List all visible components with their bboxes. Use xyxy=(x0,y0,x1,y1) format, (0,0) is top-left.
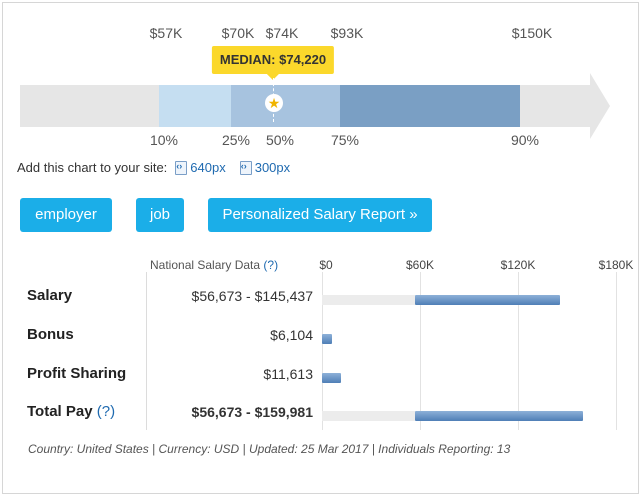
top-label-10: $57K xyxy=(149,25,183,41)
row-label: Bonus xyxy=(27,326,74,343)
row-label: Total Pay (?) xyxy=(27,403,115,420)
axis-tick-label: $120K xyxy=(500,258,536,272)
row-value: $56,673 - $159,981 xyxy=(191,404,313,420)
pct-label-50: 50% xyxy=(265,132,295,148)
top-label-90: $150K xyxy=(511,25,553,41)
top-label-75: $93K xyxy=(330,25,364,41)
pct-label-90: 90% xyxy=(510,132,540,148)
table-header: National Salary Data (?) xyxy=(150,258,278,272)
add-chart-prompt: Add this chart to your site: xyxy=(17,160,168,175)
salary-report-button[interactable]: Personalized Salary Report » xyxy=(208,198,432,232)
band-10-25 xyxy=(159,85,231,127)
star-icon: ★ xyxy=(265,94,283,112)
median-badge: MEDIAN: $74,220 xyxy=(211,46,335,80)
top-label-25: $70K xyxy=(221,25,255,41)
axis-tick-label: $60K xyxy=(405,258,435,272)
salary-range-bar xyxy=(322,334,332,344)
axis-tick-label: $0 xyxy=(319,258,333,272)
job-button[interactable]: job xyxy=(136,198,184,232)
embed-code-icon xyxy=(239,160,252,175)
footer-info: Country: United States | Currency: USD |… xyxy=(28,442,511,456)
table-header-label: National Salary Data xyxy=(150,258,261,272)
pct-label-75: 75% xyxy=(330,132,360,148)
embed-640-label: 640px xyxy=(190,160,226,175)
row-label-text: Profit Sharing xyxy=(27,365,127,382)
axis-gridline xyxy=(616,272,617,430)
add-chart-row: Add this chart to your site: 640px 300px xyxy=(17,160,290,175)
row-value: $11,613 xyxy=(263,366,313,382)
band-75-90 xyxy=(340,85,520,127)
axis-tick-label: $180K xyxy=(598,258,634,272)
embed-300-link[interactable]: 300px xyxy=(239,160,291,175)
embed-code-icon xyxy=(175,160,188,175)
salary-range-bar xyxy=(322,373,341,383)
row-label: Salary xyxy=(27,287,72,304)
band-25-75 xyxy=(231,85,340,127)
row-label: Profit Sharing xyxy=(27,365,126,382)
percentile-chart xyxy=(20,73,610,139)
axis-gridline xyxy=(518,272,519,430)
row-label-text: Total Pay xyxy=(27,403,93,420)
row-help-link[interactable]: (?) xyxy=(92,403,116,420)
embed-300-label: 300px xyxy=(254,160,291,175)
bar-track xyxy=(322,411,415,421)
embed-640-link[interactable]: 640px xyxy=(175,160,226,175)
row-label-text: Salary xyxy=(27,287,73,304)
salary-range-bar xyxy=(414,295,560,305)
salary-range-bar xyxy=(414,411,584,421)
employer-button[interactable]: employer xyxy=(20,198,112,232)
pct-label-10: 10% xyxy=(149,132,179,148)
row-value: $6,104 xyxy=(270,327,313,343)
table-divider xyxy=(146,272,147,430)
pct-label-25: 25% xyxy=(221,132,251,148)
row-label-text: Bonus xyxy=(27,326,74,343)
axis-gridline xyxy=(420,272,421,430)
axis-gridline xyxy=(322,272,323,430)
row-value: $56,673 - $145,437 xyxy=(191,288,313,304)
table-header-help[interactable]: (?) xyxy=(263,258,279,272)
top-label-50: $74K xyxy=(265,25,299,41)
bar-track xyxy=(322,295,415,305)
